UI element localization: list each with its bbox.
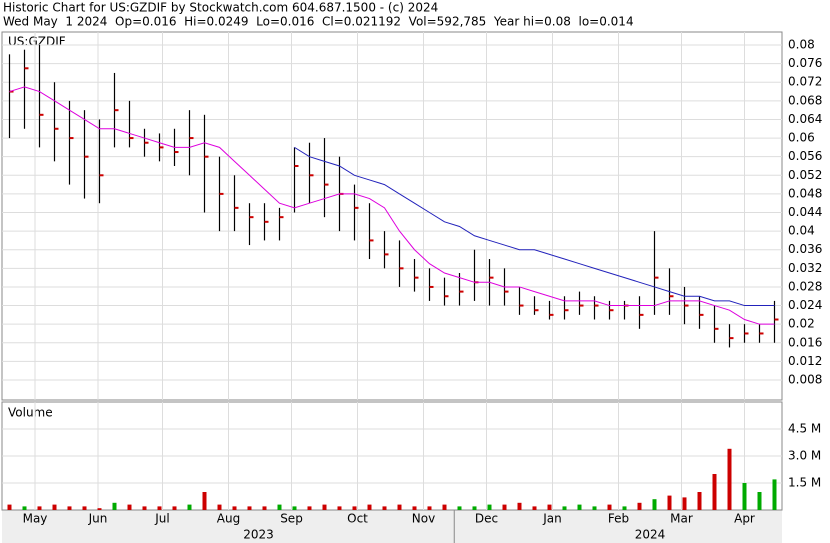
y-tick-label: 0.04 (788, 224, 815, 238)
volume-bar (232, 506, 237, 510)
y-tick-label: 0.048 (788, 186, 822, 200)
y-tick-label: 0.024 (788, 298, 822, 312)
y-tick-label: 0.06 (788, 131, 815, 145)
volume-bar (592, 506, 597, 510)
volume-label: Volume (8, 406, 53, 420)
volume-bar (757, 492, 762, 510)
volume-bar (397, 504, 402, 510)
volume-bar (142, 506, 147, 510)
y2-tick-label: 4.5 M (788, 422, 821, 436)
y-tick-label: 0.008 (788, 372, 822, 386)
y-tick-label: 0.08 (788, 38, 815, 52)
x-tick-label: Apr (734, 512, 755, 526)
volume-bar (772, 479, 777, 510)
volume-bar (607, 504, 612, 510)
volume-bar (442, 504, 447, 510)
volume-bar (532, 506, 537, 510)
volume-bar (187, 504, 192, 510)
volume-bar (202, 492, 207, 510)
x-tick-label: Oct (347, 512, 368, 526)
volume-bar (412, 506, 417, 510)
volume-bar (67, 506, 72, 510)
year-label: 2024 (635, 528, 666, 542)
x-tick-label: Aug (217, 512, 240, 526)
volume-bar (502, 504, 507, 510)
x-tick-label: Nov (412, 512, 435, 526)
volume-bar (577, 504, 582, 510)
volume-bar (97, 508, 102, 510)
volume-bar (337, 506, 342, 510)
y-tick-label: 0.068 (788, 93, 822, 107)
y-tick-label: 0.012 (788, 354, 822, 368)
volume-bar (247, 506, 252, 510)
volume-bar (742, 483, 747, 510)
y2-tick-label: 1.5 M (788, 476, 821, 490)
volume-bar (292, 506, 297, 510)
volume-bar (562, 506, 567, 510)
volume-bar (322, 504, 327, 510)
y-tick-label: 0.036 (788, 242, 822, 256)
price-panel (1, 31, 783, 401)
x-tick-label: Jul (154, 512, 169, 526)
volume-bar (367, 504, 372, 510)
x-tick-label: May (23, 512, 48, 526)
x-tick-label: Dec (475, 512, 498, 526)
volume-bar (82, 506, 87, 510)
volume-bar (472, 506, 477, 510)
y-tick-label: 0.044 (788, 205, 822, 219)
volume-bar (127, 504, 132, 510)
x-tick-label: Jan (542, 512, 562, 526)
volume-bar (427, 506, 432, 510)
year-label: 2023 (243, 528, 274, 542)
volume-bar (487, 504, 492, 510)
volume-bar (682, 497, 687, 510)
volume-bar (712, 474, 717, 510)
volume-bar (307, 506, 312, 510)
x-tick-label: Feb (608, 512, 629, 526)
volume-bar (37, 506, 42, 510)
x-tick-label: Jun (88, 512, 108, 526)
y-tick-label: 0.052 (788, 168, 822, 182)
y-tick-label: 0.076 (788, 56, 822, 70)
symbol-label: US:GZDIF (8, 35, 66, 49)
volume-bar (277, 504, 282, 510)
x-tick-label: Mar (670, 512, 693, 526)
y2-tick-label: 3.0 M (788, 449, 821, 463)
volume-bar (727, 448, 732, 510)
volume-bar (172, 506, 177, 510)
chart-subtitle: Wed May 1 2024 Op=0.016 Hi=0.0249 Lo=0.0… (3, 15, 634, 29)
volume-bar (52, 504, 57, 510)
volume-bar (667, 495, 672, 510)
volume-bar (112, 502, 117, 510)
volume-bar (22, 506, 27, 510)
volume-bar (382, 506, 387, 510)
volume-bar (7, 504, 12, 510)
volume-bar (352, 506, 357, 510)
chart-title: Historic Chart for US:GZDIF by Stockwatc… (3, 1, 438, 15)
volume-bar (622, 506, 627, 510)
y-tick-label: 0.02 (788, 317, 815, 331)
volume-bar (652, 499, 657, 510)
y-tick-label: 0.056 (788, 149, 822, 163)
y-tick-label: 0.028 (788, 279, 822, 293)
x-tick-label: Sep (280, 512, 303, 526)
moving-average (9, 86, 775, 325)
moving-average (294, 146, 775, 307)
axis-band (2, 510, 782, 543)
y-tick-label: 0.064 (788, 112, 822, 126)
y-tick-label: 0.016 (788, 335, 822, 349)
volume-bar (262, 506, 267, 510)
volume-bar (517, 502, 522, 510)
y-tick-label: 0.032 (788, 261, 822, 275)
volume-bar (217, 504, 222, 510)
volume-bar (457, 506, 462, 510)
volume-bar (637, 502, 642, 510)
y-tick-label: 0.072 (788, 75, 822, 89)
volume-bar (157, 506, 162, 510)
volume-bar (547, 504, 552, 510)
volume-bar (697, 492, 702, 510)
